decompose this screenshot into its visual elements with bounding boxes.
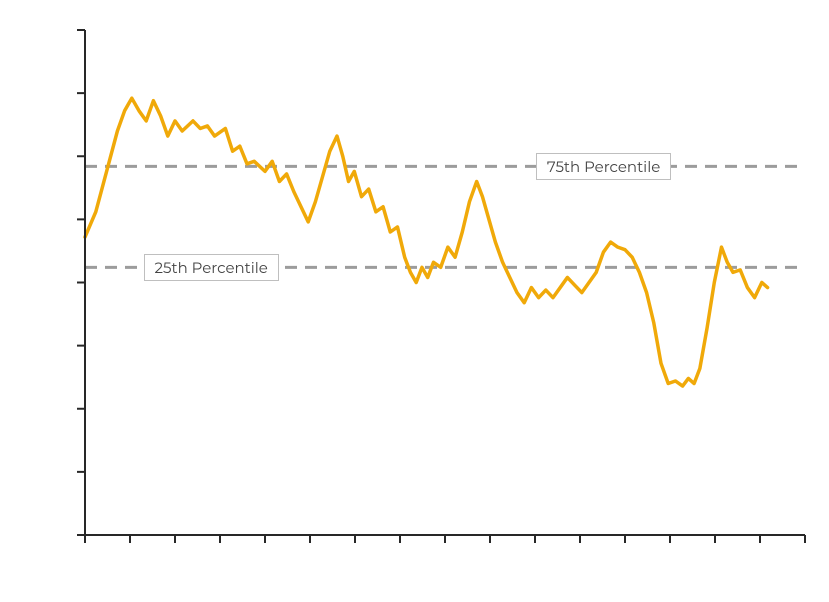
percentile-label-p25: 25th Percentile — [144, 254, 279, 281]
line-chart: 75th Percentile 25th Percentile — [0, 0, 829, 602]
percentile-label-p75: 75th Percentile — [536, 153, 671, 180]
chart-svg — [0, 0, 829, 602]
